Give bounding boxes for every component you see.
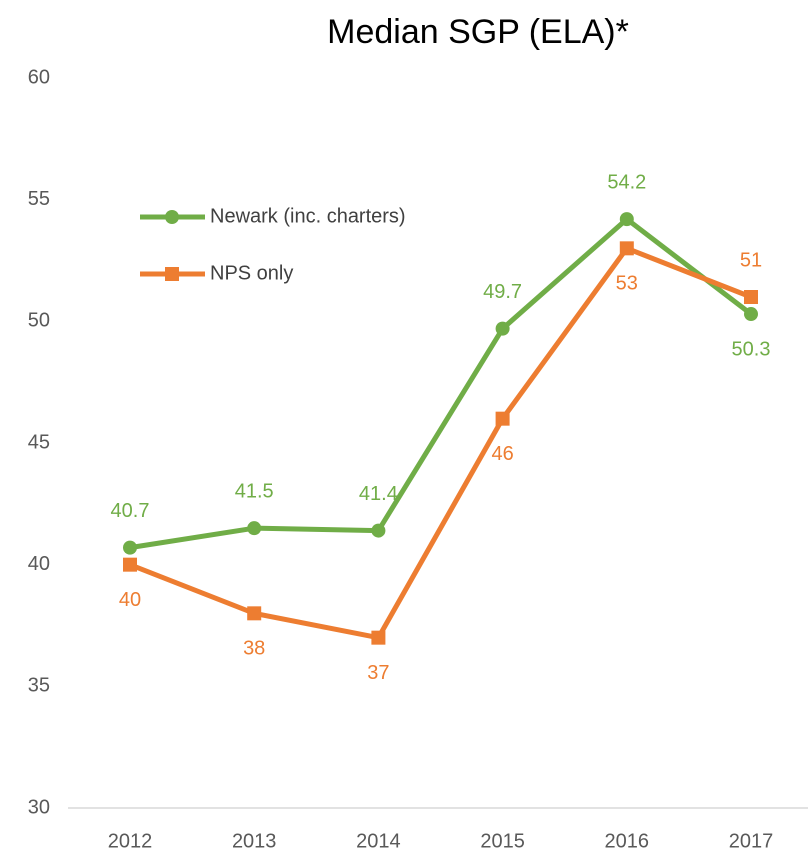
legend-marker: [165, 267, 179, 281]
y-tick-label: 30: [28, 796, 50, 818]
x-tick-label: 2016: [605, 830, 650, 852]
data-point: [619, 212, 634, 227]
data-point: [247, 606, 262, 621]
legend-label: NPS only: [210, 262, 293, 284]
y-tick-label: 45: [28, 431, 50, 453]
x-tick-label: 2013: [232, 830, 277, 852]
data-label: 40.7: [111, 500, 150, 522]
data-point: [123, 557, 137, 572]
series-line: [129, 216, 753, 551]
x-tick-label: 2012: [108, 830, 153, 852]
data-label: 53: [616, 273, 638, 295]
data-point: [495, 411, 510, 426]
data-label: 40: [119, 589, 141, 611]
data-label: 50.3: [732, 338, 771, 360]
x-tick-label: 2017: [729, 830, 774, 852]
legend-label: Newark (inc. charters): [210, 205, 406, 227]
data-label: 51: [740, 249, 762, 271]
data-label: 37: [367, 662, 389, 684]
x-tick-label: 2015: [480, 830, 525, 852]
y-tick-label: 50: [28, 310, 50, 332]
y-tick-label: 40: [28, 553, 50, 575]
data-label: 46: [491, 443, 513, 465]
data-label: 41.5: [235, 480, 274, 502]
x-tick-label: 2014: [356, 830, 401, 852]
data-point: [247, 521, 262, 536]
data-label: 54.2: [607, 171, 646, 193]
data-label: 38: [243, 638, 265, 660]
data-point: [495, 321, 510, 336]
y-tick-label: 60: [28, 66, 50, 88]
data-point: [744, 290, 758, 304]
data-label: 41.4: [359, 483, 398, 505]
data-point: [744, 307, 758, 322]
data-point: [619, 241, 634, 256]
y-tick-label: 55: [28, 188, 50, 210]
legend-marker: [165, 210, 179, 224]
chart-title: Median SGP (ELA)*: [327, 13, 629, 51]
series-line: [129, 245, 752, 641]
data-label: 49.7: [483, 281, 522, 303]
data-point: [371, 630, 386, 645]
data-point: [123, 540, 137, 555]
y-tick-label: 35: [28, 675, 50, 697]
data-point: [371, 523, 386, 538]
